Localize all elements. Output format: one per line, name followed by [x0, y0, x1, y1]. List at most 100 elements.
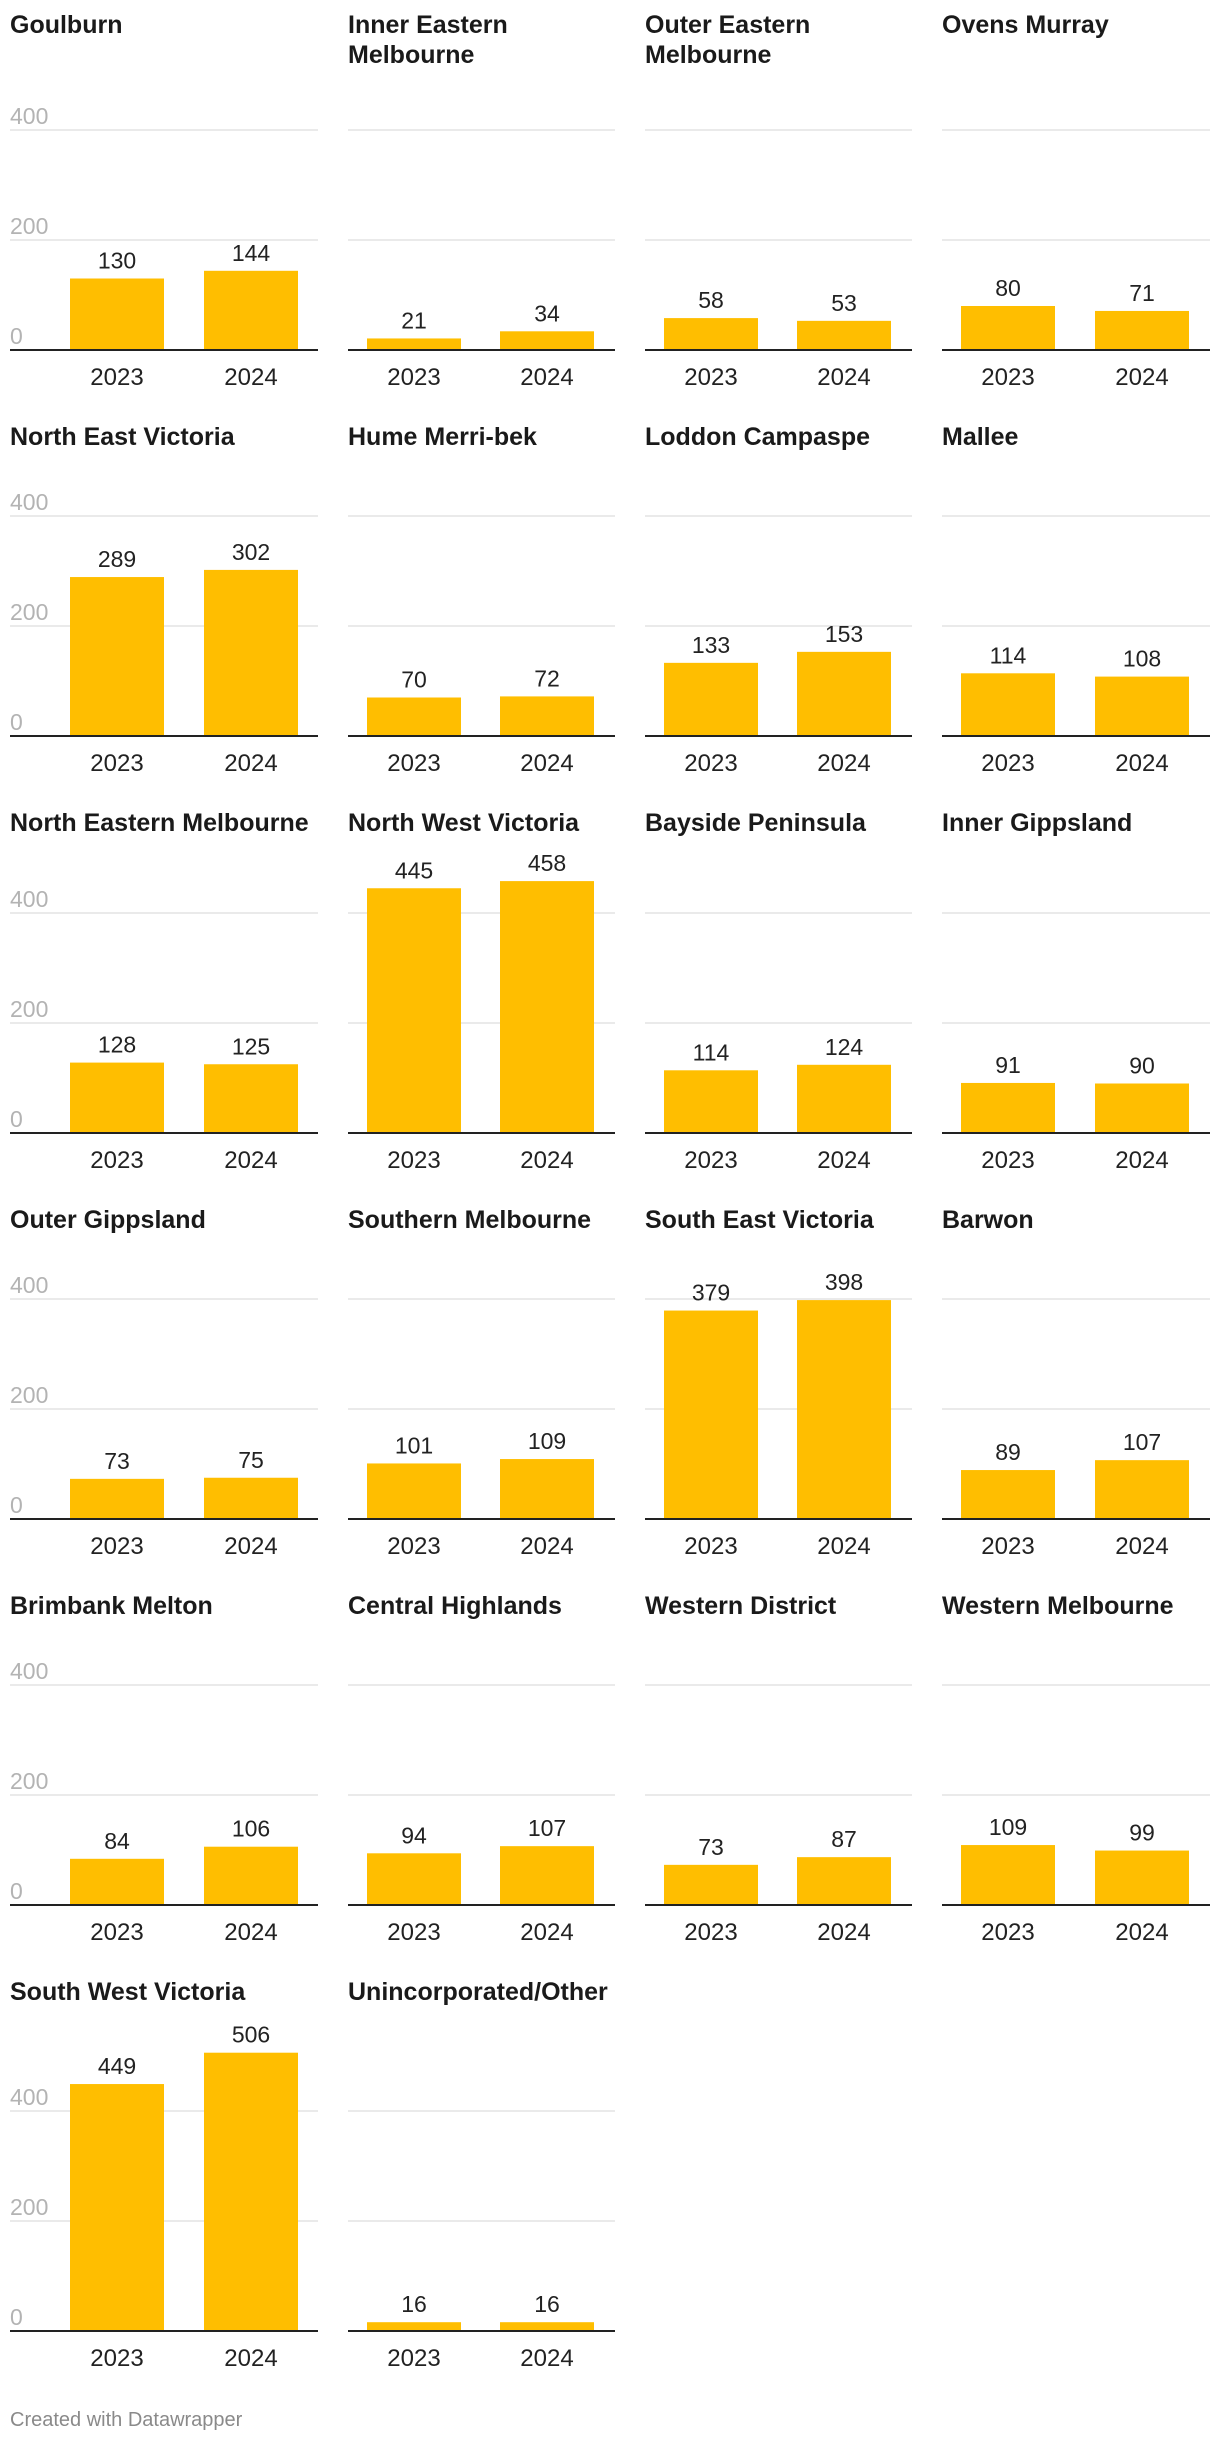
y-tick-label: 0 — [10, 1878, 23, 1904]
bar — [367, 1853, 461, 1905]
bar — [500, 696, 594, 736]
x-category-label: 2024 — [520, 1919, 573, 1946]
x-category-label: 2024 — [224, 364, 277, 391]
bar — [797, 1857, 891, 1905]
panel: North Eastern Melbourne 0 200 400 128 2023 125… — [10, 809, 318, 1174]
x-category-label: 2023 — [90, 364, 143, 391]
panel-title: Central Highlands — [348, 1592, 562, 1620]
panel: Bayside Peninsula 114 2023 124 2024 — [645, 809, 912, 1174]
x-category-label: 2023 — [90, 1147, 143, 1174]
panel: North East Victoria 0 200 400 289 2023 302 2024 — [10, 423, 318, 777]
bar — [797, 320, 891, 350]
value-label: 84 — [104, 1828, 130, 1854]
value-label: 72 — [534, 665, 560, 691]
value-label: 114 — [693, 1039, 730, 1065]
panel: South West Victoria 0 200 400 449 2023 506 2024 — [10, 1978, 318, 2372]
panel: Hume Merri-bek 70 2023 72 2024 — [348, 423, 615, 777]
panel-title: North Eastern Melbourne — [10, 809, 309, 837]
y-tick-label: 200 — [10, 1382, 48, 1408]
value-label: 289 — [98, 546, 136, 572]
value-label: 379 — [692, 1280, 730, 1306]
y-tick-label: 0 — [10, 323, 23, 349]
panel-title: Loddon Campaspe — [645, 423, 870, 451]
value-label: 99 — [1129, 1820, 1155, 1846]
panel-title: Melbourne — [645, 41, 771, 69]
panel-title: Ovens Murray — [942, 11, 1109, 39]
bar — [70, 2084, 164, 2331]
y-tick-label: 200 — [10, 213, 48, 239]
bar — [70, 1062, 164, 1133]
value-label: 458 — [528, 850, 566, 876]
bar — [204, 1846, 298, 1905]
y-tick-label: 400 — [10, 1272, 48, 1298]
panel: South East Victoria 379 2023 398 2024 — [645, 1206, 912, 1560]
panel-title: Goulburn — [10, 11, 122, 39]
value-label: 106 — [232, 1816, 270, 1842]
value-label: 90 — [1129, 1053, 1155, 1079]
value-label: 133 — [692, 632, 730, 658]
value-label: 506 — [232, 2022, 270, 2048]
value-label: 109 — [528, 1428, 566, 1454]
bar — [1095, 310, 1189, 350]
x-category-label: 2024 — [520, 750, 573, 777]
bar — [961, 1082, 1055, 1133]
value-label: 144 — [232, 240, 271, 266]
value-label: 53 — [831, 290, 857, 316]
x-category-label: 2023 — [981, 1533, 1034, 1560]
x-category-label: 2023 — [90, 750, 143, 777]
x-category-label: 2024 — [520, 1533, 573, 1560]
y-tick-label: 400 — [10, 103, 48, 129]
panel: Mallee 114 2023 108 2024 — [942, 423, 1210, 777]
value-label: 101 — [395, 1432, 433, 1458]
value-label: 302 — [232, 539, 270, 565]
bar — [367, 1463, 461, 1519]
x-category-label: 2024 — [817, 1147, 870, 1174]
panel-title: Outer Eastern — [645, 11, 810, 39]
value-label: 73 — [698, 1834, 724, 1860]
value-label: 16 — [534, 2291, 560, 2317]
x-category-label: 2023 — [90, 2345, 143, 2372]
panel-title: Western District — [645, 1592, 837, 1620]
bar — [367, 697, 461, 736]
y-tick-label: 400 — [10, 1658, 48, 1684]
x-category-label: 2023 — [981, 750, 1034, 777]
x-category-label: 2024 — [817, 750, 870, 777]
value-label: 114 — [990, 642, 1027, 668]
panel: Southern Melbourne 101 2023 109 2024 — [348, 1206, 615, 1560]
panel-title: North West Victoria — [348, 809, 580, 837]
panel-title: Outer Gippsland — [10, 1206, 206, 1234]
footer-credit: Created with Datawrapper — [10, 2409, 243, 2431]
x-category-label: 2023 — [684, 364, 737, 391]
x-category-label: 2024 — [1115, 1147, 1168, 1174]
x-category-label: 2024 — [817, 364, 870, 391]
x-category-label: 2023 — [684, 750, 737, 777]
value-label: 91 — [995, 1052, 1021, 1078]
value-label: 153 — [825, 621, 863, 647]
panel: Inner Gippsland 91 2023 90 2024 — [942, 809, 1210, 1174]
x-category-label: 2024 — [1115, 1533, 1168, 1560]
x-category-label: 2024 — [817, 1533, 870, 1560]
bar — [367, 338, 461, 350]
x-category-label: 2024 — [1115, 364, 1168, 391]
panel: Ovens Murray 80 2023 71 2024 — [942, 11, 1210, 391]
value-label: 130 — [98, 248, 136, 274]
bar — [1095, 1083, 1189, 1133]
bar — [961, 1470, 1055, 1519]
bar — [961, 306, 1055, 350]
panel: Western District 73 2023 87 2024 — [645, 1592, 912, 1946]
x-category-label: 2023 — [387, 1919, 440, 1946]
value-label: 445 — [395, 857, 433, 883]
bar — [500, 331, 594, 350]
bar — [500, 1459, 594, 1519]
value-label: 58 — [698, 287, 724, 313]
x-category-label: 2023 — [387, 1533, 440, 1560]
panel-title: Barwon — [942, 1206, 1034, 1234]
value-label: 124 — [825, 1034, 864, 1060]
bar — [1095, 676, 1189, 736]
value-label: 87 — [831, 1826, 857, 1852]
x-category-label: 2023 — [684, 1919, 737, 1946]
y-tick-label: 400 — [10, 489, 48, 515]
bar — [961, 673, 1055, 736]
y-tick-label: 400 — [10, 2084, 48, 2110]
